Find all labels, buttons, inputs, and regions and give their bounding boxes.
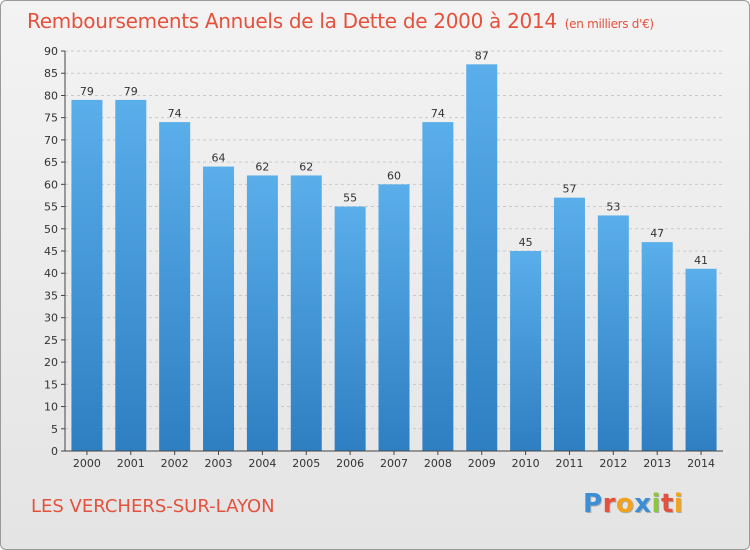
- x-tick-label: 2006: [336, 457, 364, 470]
- x-tick-label: 2004: [248, 457, 276, 470]
- y-tick-label: 30: [44, 312, 58, 325]
- place-name: LES VERCHERS-SUR-LAYON: [31, 496, 275, 517]
- bar-value-label: 74: [431, 107, 445, 120]
- y-tick-label: 85: [44, 67, 58, 80]
- y-tick-label: 70: [44, 134, 58, 147]
- bar-value-label: 47: [650, 227, 664, 240]
- bar-value-label: 79: [80, 85, 94, 98]
- y-tick-label: 10: [44, 401, 58, 414]
- x-tick-label: 2013: [643, 457, 671, 470]
- x-tick-label: 2012: [599, 457, 627, 470]
- bar: [597, 215, 629, 451]
- y-tick-label: 55: [44, 201, 58, 214]
- y-tick-label: 50: [44, 223, 58, 236]
- logo-letter: P: [583, 489, 603, 519]
- bar-value-label: 41: [694, 254, 708, 267]
- bar-value-label: 62: [299, 160, 313, 173]
- x-tick-label: 2000: [73, 457, 101, 470]
- y-tick-label: 60: [44, 178, 58, 191]
- y-tick-label: 90: [44, 45, 58, 58]
- y-tick-label: 65: [44, 156, 58, 169]
- bar-value-label: 79: [124, 85, 138, 98]
- y-tick-label: 35: [44, 289, 58, 302]
- bar-value-label: 57: [562, 183, 576, 196]
- bar-value-label: 45: [519, 236, 533, 249]
- y-tick-label: 25: [44, 334, 58, 347]
- bar: [641, 242, 673, 451]
- bar-value-label: 53: [606, 200, 620, 213]
- bar: [246, 175, 278, 451]
- bar: [290, 175, 322, 451]
- x-tick-label: 2002: [161, 457, 189, 470]
- bar: [553, 197, 585, 451]
- x-tick-label: 2007: [380, 457, 408, 470]
- x-tick-label: 2005: [292, 457, 320, 470]
- bar: [71, 99, 103, 451]
- x-tick-label: 2003: [205, 457, 233, 470]
- bar: [510, 251, 542, 451]
- bar: [685, 268, 717, 451]
- bar: [334, 206, 366, 451]
- bar: [203, 166, 235, 452]
- bar: [115, 99, 147, 451]
- bar-value-label: 87: [475, 49, 489, 62]
- bar-value-label: 62: [255, 160, 269, 173]
- x-tick-label: 2011: [555, 457, 583, 470]
- bar: [422, 122, 454, 451]
- bar-value-label: 55: [343, 192, 357, 205]
- x-tick-label: 2001: [117, 457, 145, 470]
- logo-letter: x: [634, 489, 652, 519]
- logo-letter: o: [615, 489, 635, 519]
- chart-title: Remboursements Annuels de la Dette de 20…: [27, 9, 654, 33]
- y-tick-label: 75: [44, 112, 58, 125]
- bar: [466, 64, 498, 452]
- y-tick-label: 20: [44, 356, 58, 369]
- x-tick-label: 2008: [424, 457, 452, 470]
- logo-letter: i: [651, 489, 661, 519]
- y-tick-label: 40: [44, 267, 58, 280]
- x-tick-label: 2009: [468, 457, 496, 470]
- proxiti-logo: Proxiti: [583, 489, 683, 519]
- y-tick-label: 80: [44, 89, 58, 102]
- chart-unit: (en milliers d'€): [564, 17, 654, 31]
- y-tick-label: 5: [51, 423, 58, 436]
- bar-value-label: 74: [168, 107, 182, 120]
- chart-title-text: Remboursements Annuels de la Dette de 20…: [27, 9, 557, 33]
- logo-letter: i: [673, 489, 684, 519]
- y-tick-label: 15: [44, 378, 58, 391]
- x-tick-label: 2010: [512, 457, 540, 470]
- bar-value-label: 60: [387, 169, 401, 182]
- bar: [159, 122, 191, 451]
- x-tick-label: 2014: [687, 457, 715, 470]
- logo-letter: r: [602, 489, 616, 519]
- bar-value-label: 64: [212, 152, 226, 165]
- y-tick-label: 0: [51, 445, 58, 458]
- bar: [378, 184, 410, 452]
- logo-letter: t: [660, 489, 674, 519]
- y-tick-label: 45: [44, 245, 58, 258]
